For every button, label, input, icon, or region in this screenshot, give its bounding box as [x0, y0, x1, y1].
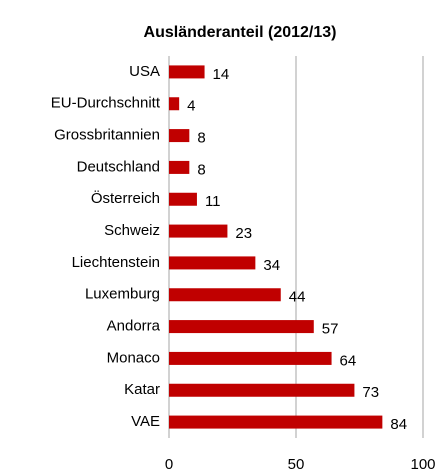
bar [169, 160, 190, 174]
x-tick-label: 0 [165, 456, 173, 473]
x-tick-label: 50 [288, 456, 305, 473]
bar [169, 383, 355, 397]
x-tick-label: 100 [410, 456, 435, 473]
y-tick-label: Deutschland [77, 158, 160, 175]
bar [169, 320, 314, 334]
y-tick-label: Luxemburg [85, 286, 160, 303]
value-label: 8 [197, 130, 205, 147]
bar [169, 288, 281, 302]
value-label: 73 [362, 384, 379, 401]
y-tick-label: Katar [124, 381, 160, 398]
y-tick-label: Österreich [91, 189, 160, 207]
value-label: 11 [205, 193, 221, 210]
y-tick-label: Andorra [107, 318, 161, 335]
bar [169, 256, 256, 270]
value-label: 64 [340, 352, 357, 369]
bar [169, 65, 205, 79]
bar [169, 129, 190, 143]
chart-title: Ausländeranteil (2012/13) [144, 24, 337, 41]
y-tick-label: EU-Durchschnitt [51, 95, 161, 112]
value-label: 8 [197, 161, 205, 178]
value-label: 44 [289, 289, 306, 306]
y-tick-label: Liechtenstein [72, 254, 160, 271]
value-label: 57 [322, 321, 339, 338]
bar [169, 192, 197, 206]
y-tick-label: VAE [131, 413, 160, 430]
bar [169, 97, 180, 111]
value-label: 34 [263, 257, 280, 274]
bar [169, 224, 228, 238]
y-tick-label: Grossbritannien [54, 127, 160, 144]
bar [169, 415, 383, 429]
value-label: 84 [390, 416, 407, 433]
value-label: 4 [187, 98, 195, 115]
value-label: 23 [235, 225, 252, 242]
bar [169, 351, 332, 365]
y-tick-label: Schweiz [104, 222, 160, 239]
value-label: 14 [213, 66, 230, 83]
y-tick-label: USA [129, 63, 160, 80]
y-tick-label: Monaco [107, 349, 160, 366]
